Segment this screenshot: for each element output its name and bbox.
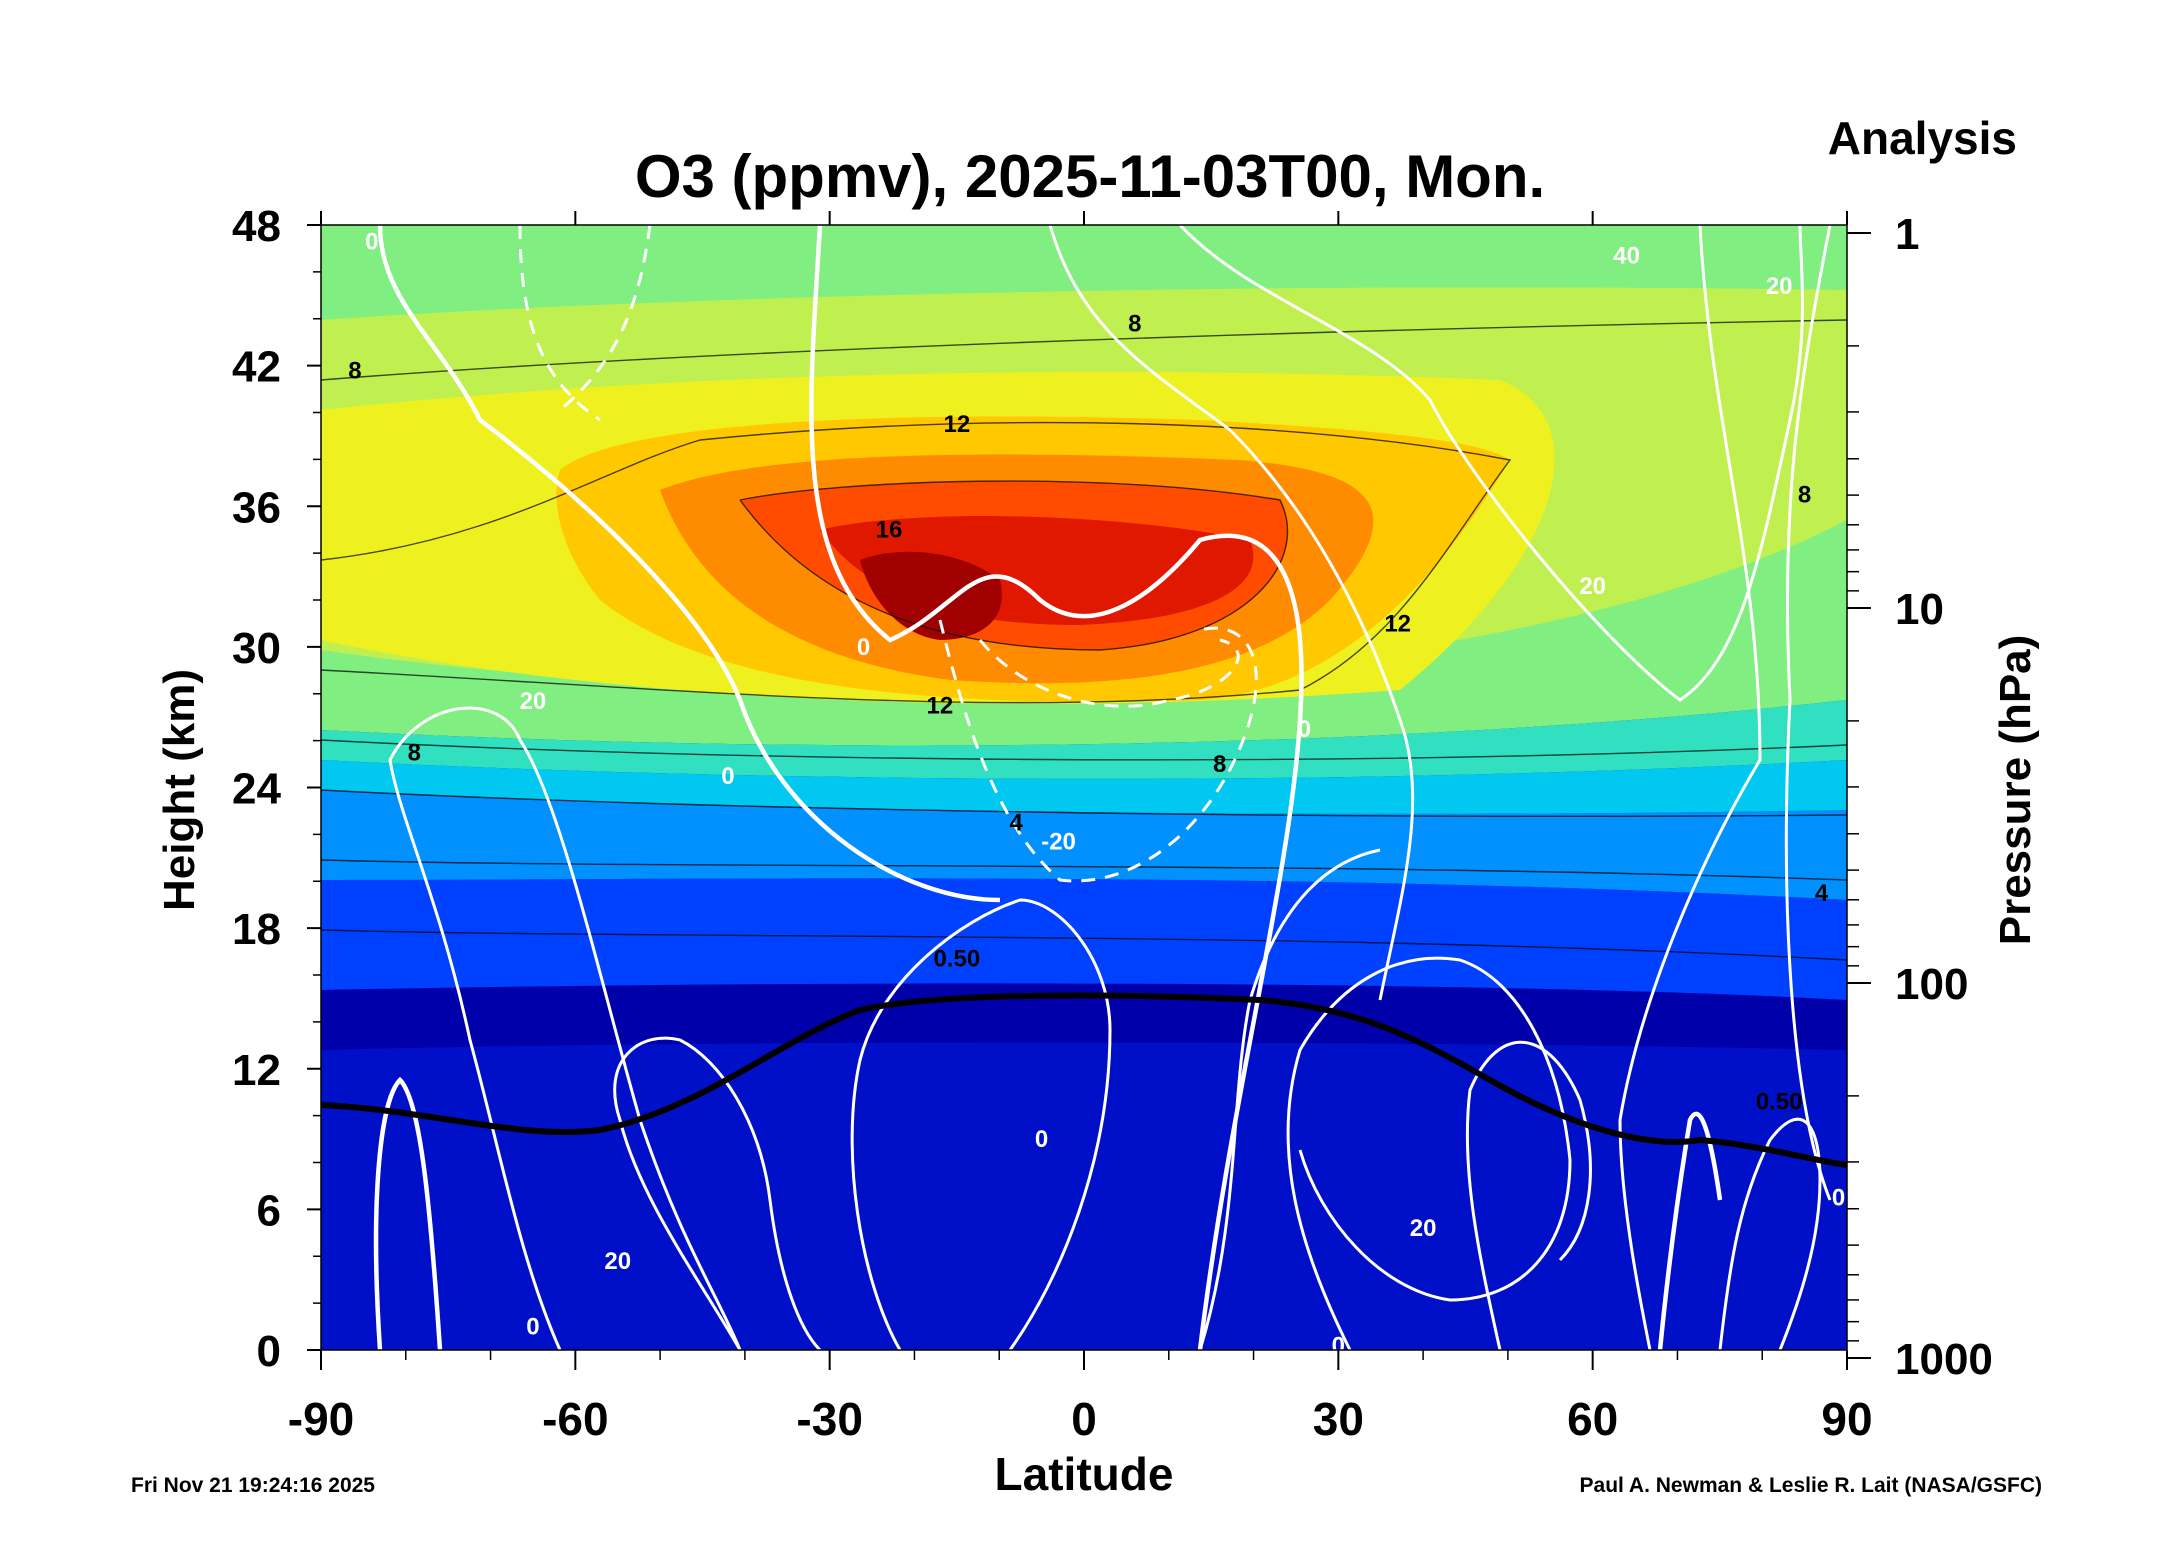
wind-isoline	[938, 619, 1258, 883]
ozone-contour-label: 16	[876, 517, 903, 544]
wind-contour-label: 0	[1332, 1332, 1345, 1359]
pressure-axis-label: Pressure (hPa)	[1991, 635, 2040, 946]
footer-timestamp: Fri Nov 21 19:24:16 2025	[131, 1474, 375, 1497]
color-band	[860, 551, 1002, 640]
x-tick-label: 30	[1313, 1393, 1364, 1445]
wind-isoline	[1465, 1040, 1592, 1350]
ozone-contour-label: 8	[1798, 482, 1811, 509]
ozone-contour-lines	[321, 319, 1847, 961]
wind-isoline	[1178, 225, 1804, 702]
tropopause-line	[321, 992, 1847, 1168]
ozone-isoline	[321, 421, 1512, 704]
wind-contour-label: 0	[1298, 716, 1311, 743]
wind-isoline	[1784, 225, 1832, 1201]
wind-isoline	[1718, 1117, 1822, 1350]
wind-isoline	[373, 1076, 443, 1350]
y-tick-label: 0	[257, 1327, 281, 1376]
ozone-contour-label: 8	[1128, 310, 1141, 337]
ozone-isoline	[321, 859, 1847, 881]
x-tick-label: -60	[542, 1393, 608, 1445]
color-band	[321, 790, 1847, 900]
wind-isoline	[1048, 225, 1415, 1001]
ozone-contour-label: 0.50	[933, 946, 980, 973]
ozone-contour-label: 12	[927, 692, 954, 719]
x-tick-label: 60	[1567, 1393, 1618, 1445]
ozone-contour-labels: 8 8 12 16 12 12 8 8 4 8 4 0.50 0.50	[348, 310, 1829, 1115]
wind-isoline	[559, 225, 652, 412]
ozone-isoline	[321, 319, 1847, 381]
x-axis-label: Latitude	[995, 1448, 1174, 1500]
color-band	[321, 878, 1847, 1000]
chart-title: O3 (ppmv), 2025-11-03T00, Mon.	[635, 143, 1545, 210]
ozone-contour-label: 12	[1384, 610, 1411, 637]
wind-isoline	[518, 225, 601, 422]
wind-contour-label: 0	[1832, 1185, 1845, 1212]
wind-contour-label: 40	[1613, 242, 1640, 269]
wind-contour-label: 0	[526, 1314, 539, 1341]
wind-contour-label: 0	[721, 763, 734, 790]
wind-isoline	[377, 225, 1001, 903]
ozone-contour-label: 12	[943, 411, 970, 438]
wind-contour-label: 20	[1766, 273, 1793, 300]
wind-contour-label: 0	[857, 634, 870, 661]
y-tick-label: 18	[232, 905, 281, 954]
wind-isoline	[1286, 956, 1572, 1350]
wind-isoline	[978, 638, 1240, 708]
wind-isoline	[850, 898, 1112, 1350]
x-tick-label: 0	[1071, 1393, 1097, 1445]
y-tick-label: 6	[257, 1186, 281, 1235]
ozone-isoline	[321, 929, 1847, 961]
wind-isoline	[1198, 848, 1381, 1350]
wind-contour-label: 20	[1410, 1215, 1437, 1242]
wind-isoline	[1618, 225, 1762, 1350]
y-tick-label: 48	[232, 202, 281, 251]
y-tick-label: 24	[232, 765, 281, 814]
plot-area: 8 8 12 16 12 12 8 8 4 8 4 0.50 0.50 0 0 20 0 -20 0 40 20 20 2…	[321, 225, 1847, 1359]
pressure-axis-ticks: 1 10 100 1000	[1847, 210, 1993, 1384]
wind-contour-label: 20	[604, 1248, 631, 1275]
pressure-tick-label: 1000	[1895, 1335, 1993, 1384]
wind-contour-label: 20	[520, 688, 547, 715]
y-tick-label: 42	[232, 343, 281, 392]
color-band	[321, 760, 1847, 814]
x-tick-label: -30	[796, 1393, 862, 1445]
y-tick-label: 36	[232, 483, 281, 532]
ozone-isoline	[321, 739, 1847, 761]
wind-isoline	[613, 1036, 822, 1350]
footer-credit: Paul A. Newman & Leslie R. Lait (NASA/GS…	[1580, 1474, 2042, 1497]
pressure-tick-label: 10	[1895, 585, 1944, 634]
y-axis-ticks: 0 6 12 18 24 30 36 42 48	[232, 202, 321, 1376]
x-axis-ticks: -90 -60 -30 0 30 60 90	[288, 211, 1873, 1445]
y-axis-label: Height (km)	[155, 669, 204, 911]
pressure-tick-label: 1	[1895, 210, 1919, 259]
ozone-contour-label: 4	[1009, 810, 1023, 837]
y-tick-label: 12	[232, 1046, 281, 1095]
ozone-contour-label: 8	[408, 739, 421, 766]
ozone-color-bands	[321, 225, 1847, 1350]
ozone-contour-label: 8	[1213, 751, 1226, 778]
ozone-isoline	[739, 480, 1289, 651]
wind-contour-lines	[373, 225, 1832, 1350]
ozone-contour-label: 8	[348, 357, 361, 384]
x-tick-label: -90	[288, 1393, 354, 1445]
pressure-tick-label: 100	[1895, 960, 1968, 1009]
color-band	[321, 700, 1847, 779]
wind-contour-label: 0	[365, 228, 378, 255]
x-tick-label: 90	[1821, 1393, 1872, 1445]
wind-isoline	[809, 225, 1304, 1350]
analysis-tag: Analysis	[1828, 112, 2017, 164]
wind-isoline	[388, 706, 742, 1350]
wind-contour-label: -20	[1041, 828, 1076, 855]
ozone-contour-label: 4	[1815, 880, 1829, 907]
wind-contour-label: 20	[1579, 573, 1606, 600]
ozone-isoline	[321, 789, 1847, 817]
y-tick-label: 30	[232, 624, 281, 673]
wind-contour-label: 0	[1035, 1126, 1048, 1153]
ozone-contour-label: 0.50	[1756, 1089, 1803, 1116]
wind-contour-labels: 0 0 20 0 -20 0 40 20 20 20 0 0 0 20 0	[365, 228, 1845, 1359]
